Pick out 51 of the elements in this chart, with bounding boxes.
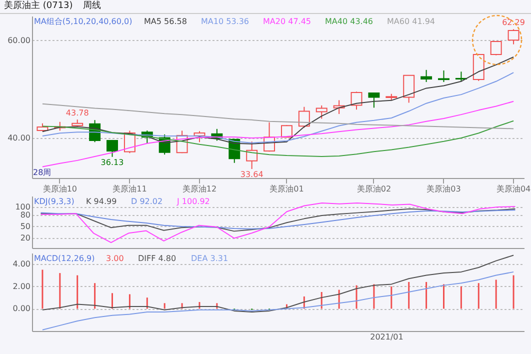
y-tick-label: 60.00 xyxy=(8,36,30,45)
legend-title: KDJ(9,3,3) xyxy=(34,197,74,206)
x-axis-title: 2021/01 xyxy=(370,332,404,342)
x-tick-label: 美原油04 xyxy=(496,184,531,194)
annotation: 33.64 xyxy=(240,170,264,180)
line-series xyxy=(42,103,514,130)
candlestick xyxy=(106,139,118,158)
series-label: D 92.02 xyxy=(131,197,163,206)
y-tick-label: 4.00 xyxy=(12,260,30,269)
candlestick xyxy=(508,28,520,45)
candlestick xyxy=(403,74,415,104)
y-tick-label: 80 xyxy=(20,210,30,220)
legend-title: MACD(12,26,9) xyxy=(34,254,95,263)
text: MA40 43.46 xyxy=(325,17,373,26)
text: J 100.92 xyxy=(176,197,210,206)
line-series xyxy=(42,271,514,330)
text: 3.00 xyxy=(106,254,124,263)
y-tick-label: 40.00 xyxy=(8,133,30,142)
x-tick-label: 美原油12 xyxy=(182,184,217,194)
candlestick xyxy=(490,40,502,56)
series-label: K 94.99 xyxy=(86,197,117,206)
x-tick-label: 美原油02 xyxy=(356,184,392,194)
x-tick-label: 美原油03 xyxy=(426,184,461,194)
candlestick xyxy=(316,104,328,120)
x-tick-label: 美原油11 xyxy=(112,184,147,194)
x-tick-label: 美原油01 xyxy=(270,184,304,194)
candlestick xyxy=(246,141,258,170)
candlestick xyxy=(298,106,310,128)
text: MA60 41.94 xyxy=(387,17,435,26)
y-tick-label: 2.00 xyxy=(12,282,30,291)
y-tick-label: 20 xyxy=(20,234,30,243)
annotation: 28周 xyxy=(33,168,52,177)
line-series xyxy=(42,100,514,168)
legend-title: MA组合(5,10,20,40,60,0) xyxy=(34,17,132,26)
text: MA10 53.36 xyxy=(201,17,249,26)
text: DEA 3.31 xyxy=(191,254,228,263)
annotation: 62.29 xyxy=(502,18,525,28)
candlestick xyxy=(438,70,450,83)
candlestick xyxy=(420,69,432,83)
y-tick-label: 100 xyxy=(15,202,30,212)
candlestick xyxy=(368,92,380,108)
y-tick-label: 0.00 xyxy=(12,304,30,314)
text: DIFF 4.80 xyxy=(138,254,176,263)
y-tick-label: 50 xyxy=(20,222,30,231)
chart-subtitle: 周线 xyxy=(82,1,101,11)
annotation: 36.13 xyxy=(100,158,124,167)
annotation: 43.78 xyxy=(66,108,89,118)
x-tick-label: 美原油10 xyxy=(42,184,78,194)
chart-title: 美原油主 (0713) xyxy=(4,1,73,11)
text: MA20 47.45 xyxy=(263,17,311,26)
text: MA5 56.58 xyxy=(144,17,187,26)
